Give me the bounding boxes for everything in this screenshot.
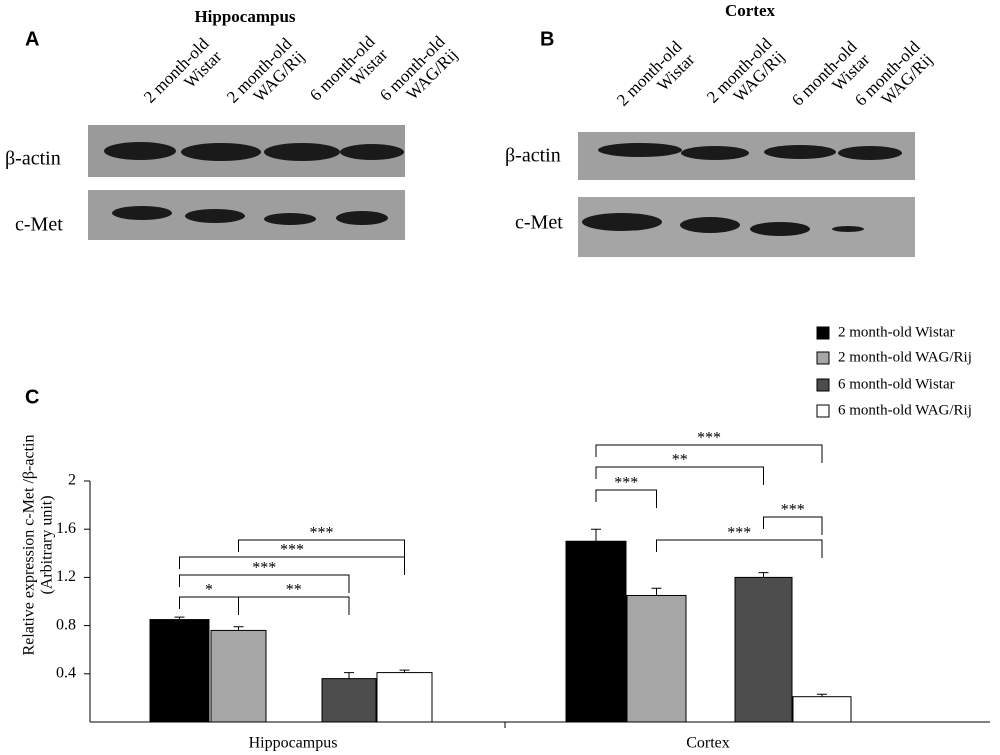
significance-label: *** <box>252 560 276 577</box>
legend-swatch <box>816 404 830 418</box>
significance-label: *** <box>310 525 334 542</box>
bar <box>792 696 852 723</box>
x-tick-label: Hippocampus <box>249 735 338 752</box>
row-label: c-Met <box>515 212 563 234</box>
y-tick-label: 1.2 <box>56 568 76 585</box>
legend-label: 6 month-old Wistar <box>838 376 955 392</box>
significance-label: *** <box>280 542 304 559</box>
bar <box>565 540 627 723</box>
row-label: β-actin <box>505 145 561 167</box>
significance-bracket <box>595 444 823 463</box>
blot-title: Cortex <box>725 1 776 20</box>
significance-bracket <box>179 596 239 615</box>
significance-bracket <box>656 539 823 558</box>
significance-label: ** <box>286 582 302 599</box>
y-tick-label: 2 <box>68 472 76 489</box>
x-tick-label: Cortex <box>686 735 730 752</box>
significance-bracket <box>179 574 350 593</box>
y-axis-title: Relative expression c-Met /β-actin (Arbit… <box>21 435 56 656</box>
bar <box>734 576 793 723</box>
blot-bands <box>582 143 902 236</box>
legend-swatch <box>816 351 830 365</box>
error-bar <box>344 672 354 679</box>
y-tick-label: 0.4 <box>56 664 76 681</box>
significance-label: *** <box>727 525 751 542</box>
error-bar <box>758 572 769 578</box>
error-bar <box>651 587 662 596</box>
significance-label: *** <box>614 475 638 492</box>
error-bar <box>399 669 410 673</box>
legend-swatch <box>816 326 830 340</box>
significance-label: * <box>205 582 213 599</box>
bar <box>321 678 377 723</box>
panel-label: C <box>25 386 39 408</box>
significance-bracket <box>595 489 657 508</box>
significance-bracket <box>595 466 764 485</box>
error-bar <box>817 693 827 697</box>
bar <box>149 619 210 723</box>
bar <box>210 629 267 723</box>
y-axis-title-line: (Arbitrary unit) <box>39 495 56 594</box>
significance-label: *** <box>697 430 721 447</box>
blot-bands <box>104 142 404 225</box>
error-bar <box>591 528 601 542</box>
significance-bracket <box>763 516 823 535</box>
significance-bracket <box>238 596 350 615</box>
bar <box>376 672 433 723</box>
legend-label: 2 month-old Wistar <box>838 324 955 340</box>
row-label: β-actin <box>5 148 61 170</box>
legend-label: 6 month-old WAG/Rij <box>838 402 972 418</box>
panel-label: B <box>540 28 554 50</box>
y-tick-label: 1.6 <box>56 520 76 537</box>
error-bar <box>233 626 244 631</box>
bar <box>626 594 687 723</box>
panel-label: A <box>25 28 39 50</box>
significance-bracket <box>179 556 405 575</box>
error-bar <box>174 616 185 620</box>
y-tick-label: 0.8 <box>56 616 76 633</box>
legend-label: 2 month-old WAG/Rij <box>838 349 972 365</box>
significance-label: *** <box>781 502 805 519</box>
y-axis-title-line: Relative expression c-Met /β-actin <box>21 435 38 656</box>
blot-title: Hippocampus <box>194 7 295 26</box>
significance-bracket <box>238 539 405 558</box>
significance-label: ** <box>672 452 688 469</box>
legend-swatch <box>816 378 830 392</box>
row-label: c-Met <box>15 214 63 236</box>
